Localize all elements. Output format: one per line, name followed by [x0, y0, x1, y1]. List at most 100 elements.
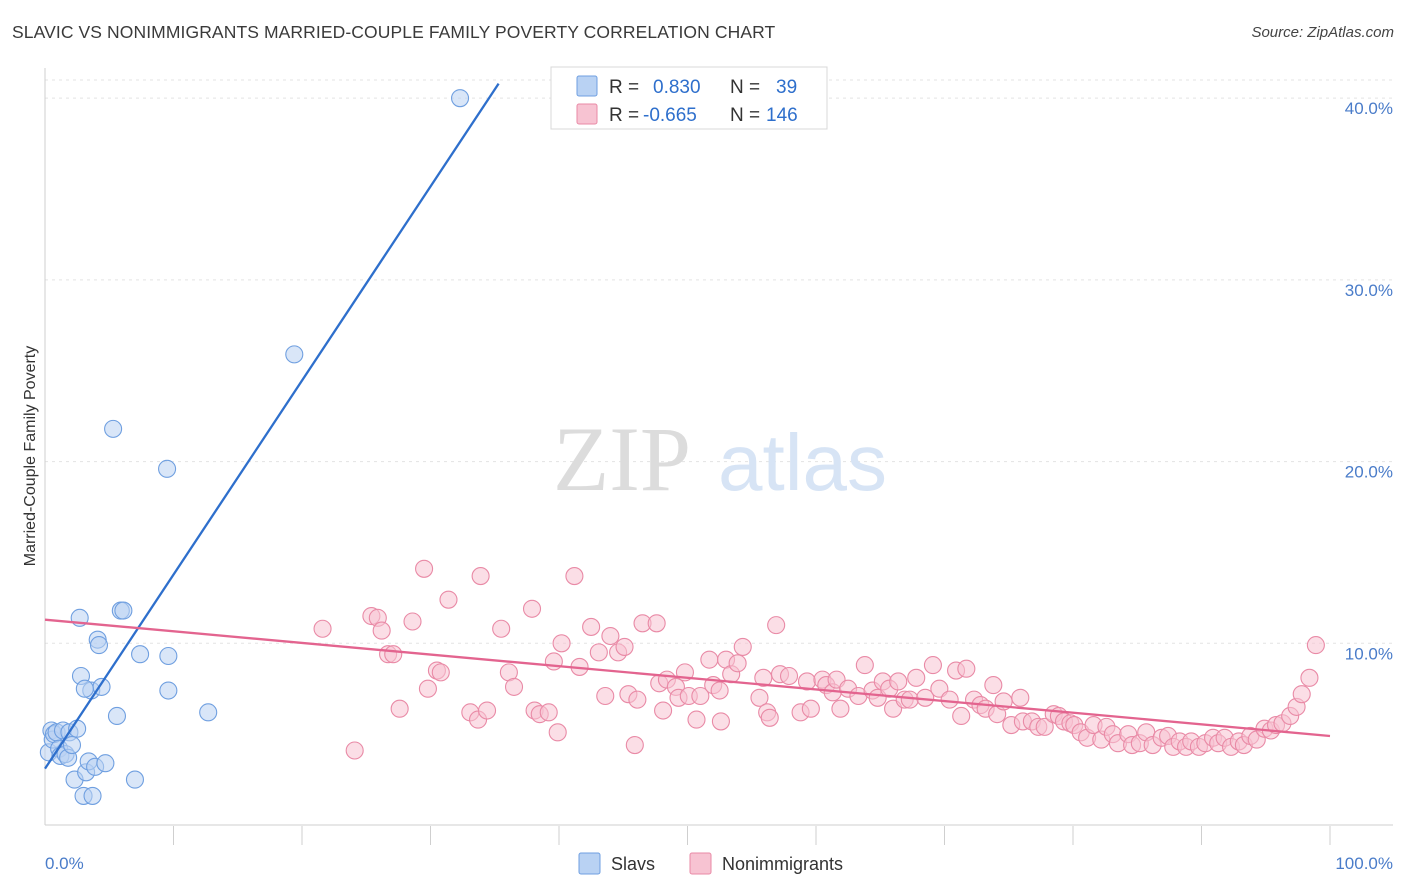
- slavs-point: [131, 645, 150, 664]
- nonimmigrants-trend-line: [44, 618, 1331, 738]
- grid: [45, 79, 1393, 644]
- nonimmigrants-point: [345, 741, 364, 760]
- legend-n-value-nonimmigrants: 146: [766, 105, 798, 126]
- legend-swatch-slavs: [576, 75, 598, 97]
- chart-source: Source: ZipAtlas.com: [1251, 24, 1394, 41]
- slavs-point: [83, 786, 102, 805]
- nonimmigrants-point: [801, 699, 820, 718]
- watermark: ZIP atlas: [553, 408, 887, 510]
- slavs-point: [104, 419, 123, 438]
- axes: 10.0% 20.0% 30.0% 40.0% 0.0% 100.0%: [44, 68, 1393, 873]
- nonimmigrants-point: [1306, 636, 1325, 655]
- nonimmigrants-point: [1300, 668, 1319, 687]
- nonimmigrants-point: [711, 712, 730, 731]
- nonimmigrants-point: [492, 619, 511, 638]
- nonimmigrants-point: [889, 672, 908, 691]
- x-tick-label-min: 0.0%: [45, 854, 84, 873]
- nonimmigrants-point: [565, 567, 584, 586]
- slavs-point: [107, 706, 127, 726]
- slavs-point: [159, 681, 178, 700]
- stats-legend: R = 0.830 N = 39 R = -0.665 N = 146: [550, 66, 828, 130]
- nonimmigrants-point: [710, 681, 729, 700]
- legend-n-label: N =: [730, 77, 760, 98]
- nonimmigrants-point: [539, 703, 558, 722]
- nonimmigrants-point: [390, 699, 409, 718]
- y-tick-label: 10.0%: [1345, 644, 1393, 663]
- x-tick-label-max: 100.0%: [1335, 854, 1393, 873]
- y-axis-label: Married-Couple Family Poverty: [22, 346, 39, 567]
- nonimmigrants-point: [548, 723, 567, 742]
- slavs-point: [158, 459, 177, 478]
- bottom-legend-swatch-nonimmigrants: [689, 852, 712, 875]
- nonimmigrants-point: [589, 643, 608, 662]
- nonimmigrants-point: [1011, 688, 1030, 707]
- bottom-legend-swatch-slavs: [578, 852, 601, 875]
- nonimmigrants-point: [1035, 717, 1054, 736]
- y-tick-label: 30.0%: [1345, 281, 1393, 300]
- nonimmigrants-point: [855, 656, 874, 675]
- bottom-legend-label-slavs: Slavs: [611, 854, 655, 874]
- nonimmigrants-point: [733, 637, 752, 656]
- legend-r-value-nonimmigrants: -0.665: [643, 105, 697, 126]
- legend-r-label: R =: [609, 77, 639, 98]
- series-legend: Slavs Nonimmigrants: [578, 852, 843, 875]
- watermark-zip: ZIP: [553, 408, 691, 510]
- nonimmigrants-point: [940, 690, 959, 709]
- y-tick-label: 20.0%: [1345, 463, 1393, 482]
- nonimmigrants-point: [984, 676, 1003, 695]
- chart-title: SLAVIC VS NONIMMIGRANTS MARRIED-COUPLE F…: [12, 22, 776, 42]
- slavs-point: [451, 89, 470, 108]
- nonimmigrants-point: [471, 567, 490, 586]
- nonimmigrants-point: [767, 616, 786, 635]
- nonimmigrants-point: [728, 654, 747, 673]
- legend-swatch-nonimmigrants: [576, 103, 598, 125]
- legend-r-label: R =: [609, 105, 639, 126]
- legend-r-value-slavs: 0.830: [653, 77, 701, 98]
- nonimmigrants-point: [647, 614, 666, 633]
- nonimmigrants-point: [654, 701, 673, 720]
- nonimmigrants-point: [628, 690, 647, 709]
- bottom-legend-label-nonimmigrants: Nonimmigrants: [722, 854, 843, 874]
- nonimmigrants-point: [403, 612, 422, 631]
- nonimmigrants-point: [952, 706, 971, 726]
- nonimmigrants-point: [418, 679, 437, 698]
- slavs-point: [159, 646, 178, 666]
- nonimmigrants-point: [552, 634, 571, 653]
- nonimmigrants-point: [522, 599, 542, 618]
- legend-n-value-slavs: 39: [776, 77, 797, 98]
- legend-n-label: N =: [730, 105, 760, 126]
- slavs-trend-line: [44, 82, 500, 770]
- slavs-point: [62, 735, 82, 755]
- slavs-point: [96, 754, 115, 773]
- nonimmigrants-point: [923, 656, 942, 675]
- slavs-point: [125, 770, 144, 789]
- nonimmigrants-point: [431, 663, 450, 682]
- nonimmigrants-point: [1292, 685, 1311, 704]
- watermark-atlas: atlas: [718, 418, 887, 507]
- nonimmigrants-point: [372, 621, 391, 640]
- nonimmigrants-point: [831, 699, 850, 718]
- nonimmigrants-point: [779, 666, 799, 686]
- nonimmigrants-point: [582, 617, 601, 636]
- nonimmigrants-point: [625, 735, 644, 755]
- nonimmigrants-point: [601, 626, 620, 646]
- trend-lines: [44, 82, 1331, 770]
- slavs-point: [285, 345, 304, 364]
- nonimmigrants-point: [760, 708, 779, 727]
- slavs-point: [75, 679, 94, 698]
- nonimmigrants-point: [907, 668, 926, 687]
- nonimmigrants-point: [691, 686, 710, 706]
- slavs-point: [114, 601, 133, 620]
- nonimmigrants-point: [687, 710, 706, 729]
- nonimmigrants-point: [313, 619, 332, 638]
- nonimmigrants-point: [504, 677, 524, 696]
- nonimmigrants-point: [596, 686, 615, 706]
- nonimmigrants-point: [477, 701, 497, 720]
- nonimmigrants-point: [615, 637, 634, 656]
- slavs-point: [199, 703, 218, 722]
- nonimmigrants-point: [750, 688, 769, 707]
- nonimmigrants-point: [957, 659, 976, 678]
- slavs-point: [89, 636, 109, 655]
- y-tick-label: 40.0%: [1345, 99, 1393, 118]
